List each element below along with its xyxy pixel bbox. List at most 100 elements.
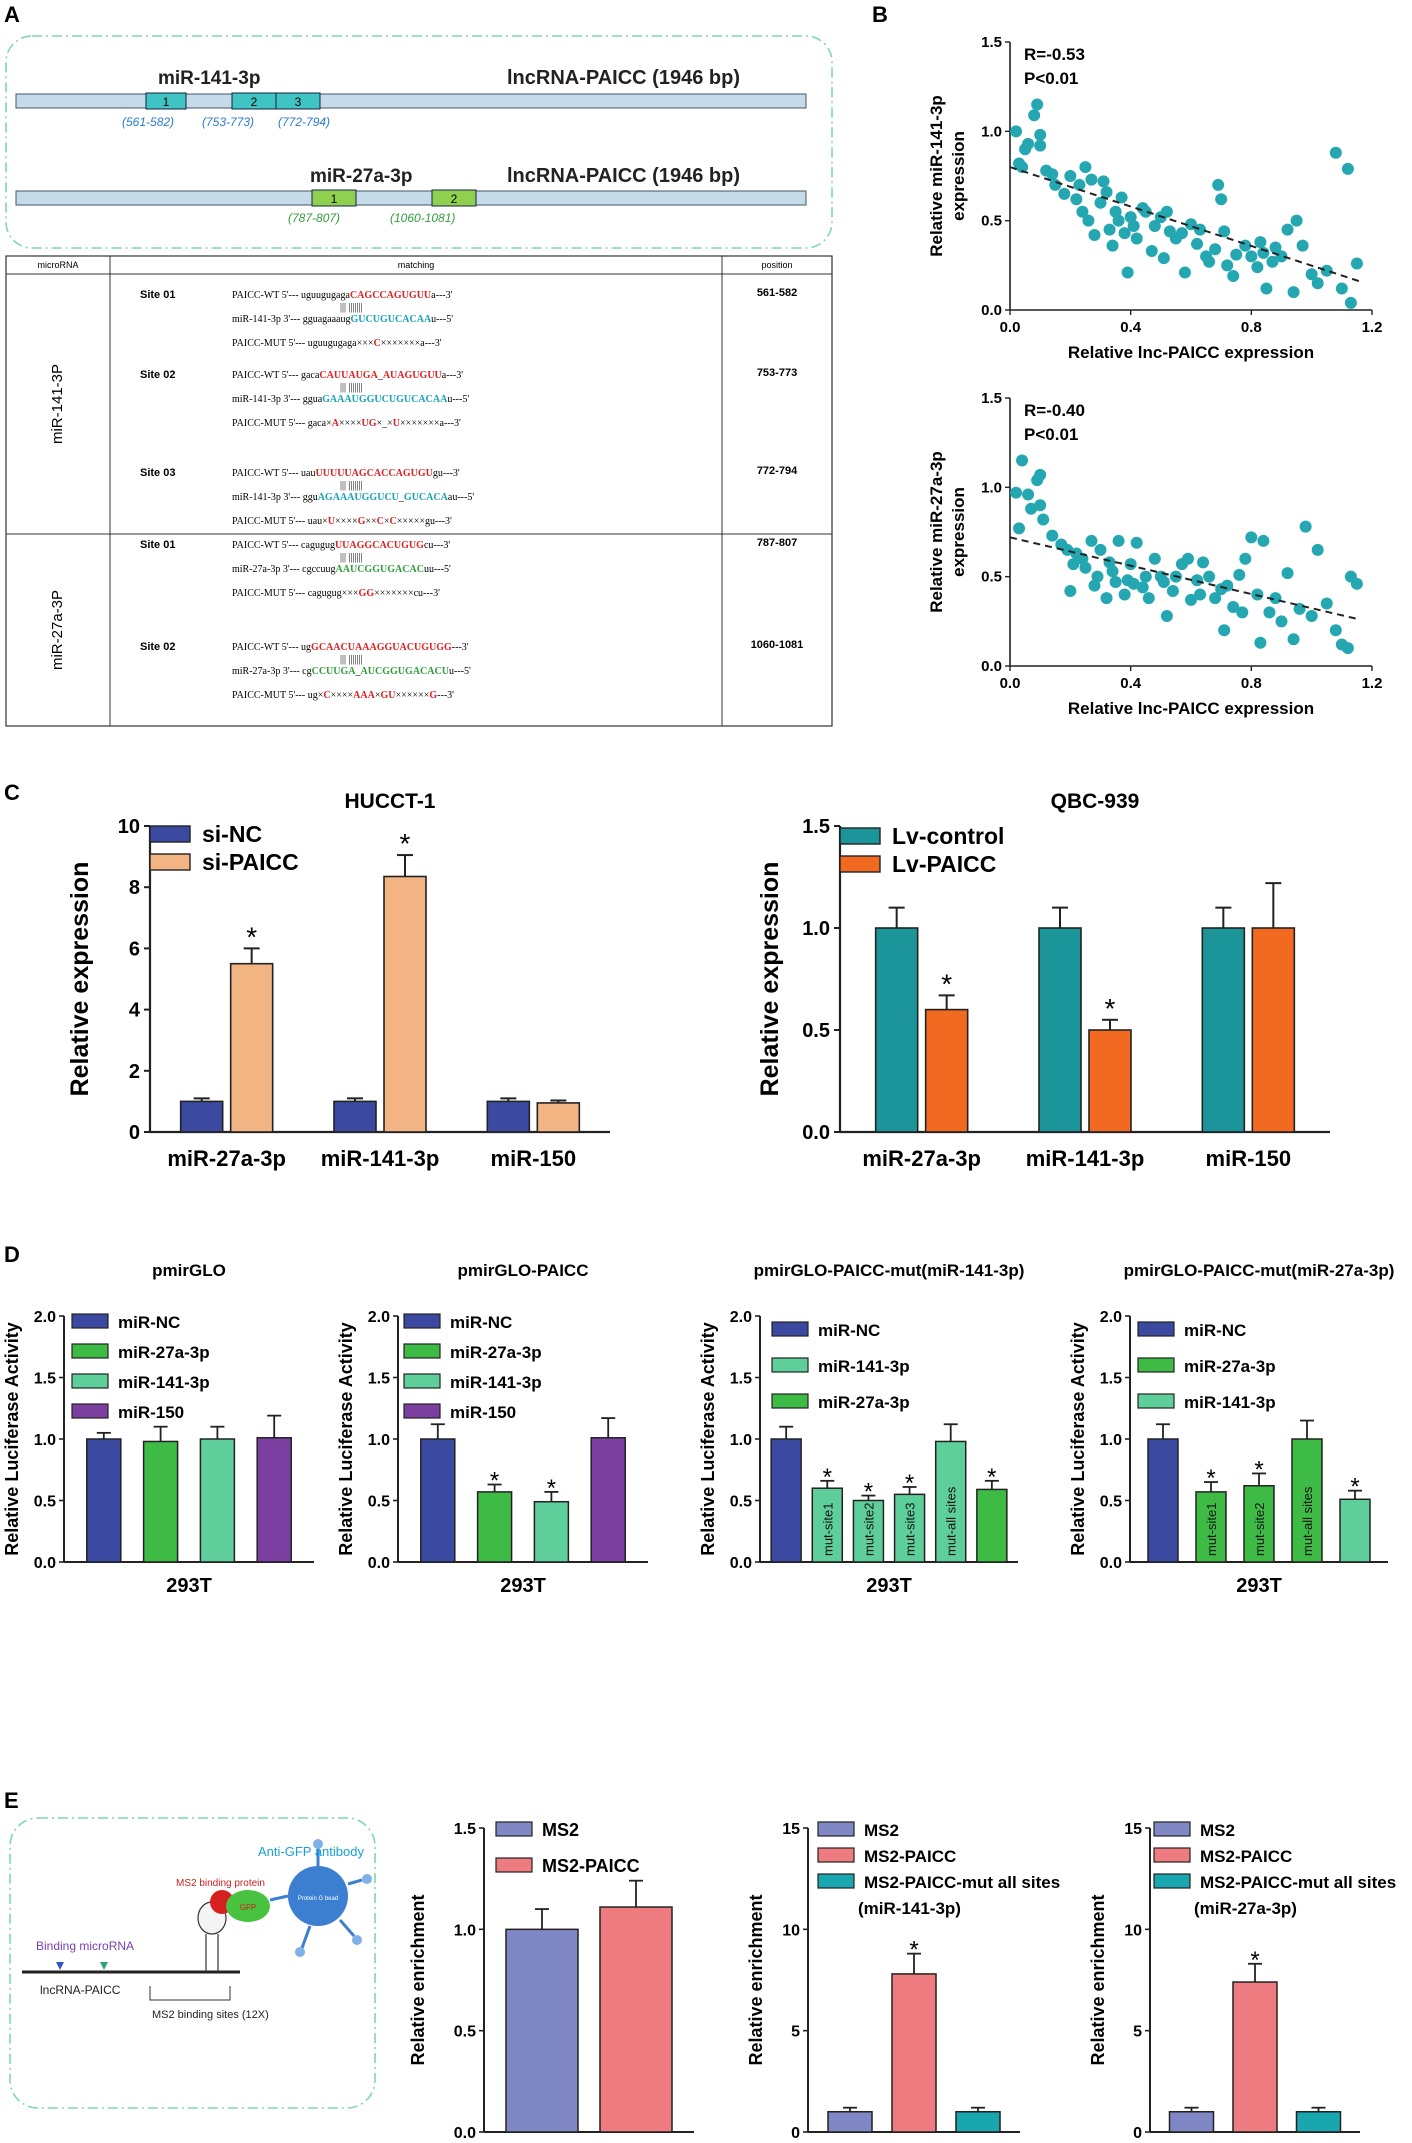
legend-label: Lv-control [892, 823, 1004, 849]
scatter-point [1209, 592, 1222, 605]
legend-label: miR-NC [818, 1321, 880, 1340]
scatter-point [1157, 252, 1170, 265]
y-tick-label: 1.5 [981, 34, 1002, 51]
scatter-point [1335, 282, 1348, 295]
x-tick-label: 0.0 [1000, 319, 1021, 336]
x-axis-label: Relative lnc-PAICC expression [1068, 343, 1314, 362]
y-tick-label: 0 [791, 2125, 800, 2138]
scatter-point [1320, 597, 1333, 610]
scatter-point [1257, 246, 1270, 259]
legend-label: miR-141-3p [118, 1373, 210, 1392]
bead-label: Protein G bead [298, 1896, 338, 1902]
scatter-point [1166, 584, 1179, 597]
x-tick-label: 0.0 [1000, 675, 1021, 692]
scatter-point [1118, 588, 1131, 601]
y-tick-label: 1.5 [368, 1371, 390, 1388]
scatter-point [1028, 109, 1041, 122]
panel-e-diagram: Binding microRNA lncRNA-PAICC MS2 bindin… [9, 1817, 376, 2109]
legend-swatch [1137, 1393, 1175, 1409]
scatter-point [1034, 128, 1047, 141]
binding-mirna-marker-2 [100, 1962, 108, 1970]
scatter-point [1088, 228, 1101, 241]
bar [1168, 2110, 1215, 2133]
scatter-point [1085, 173, 1098, 186]
bar [1295, 2110, 1342, 2133]
y-axis-label: Relative enrichment [1088, 1894, 1108, 2065]
lncrna-label: lncRNA-PAICC [40, 1983, 121, 1997]
legend-label: MS2-PAICC-mut all sites [1200, 1873, 1396, 1892]
y-tick-label: 1.0 [802, 918, 830, 940]
scatter-point [1227, 270, 1240, 283]
scatter-point [1254, 636, 1267, 649]
legend-label: (miR-27a-3p) [1194, 1899, 1297, 1918]
lncrna-strip-2 [15, 190, 807, 206]
legend-label: si-PAICC [202, 849, 299, 875]
scatter-point [1106, 239, 1119, 252]
y-axis-label: Relative miR-141-3p expression [927, 95, 968, 257]
legend-swatch [839, 827, 881, 845]
scatter-point [1269, 592, 1282, 605]
legend-label: MS2-PAICC [542, 1856, 640, 1876]
pairing-ticks: ||| ||||||| [340, 480, 363, 491]
significance-star: * [490, 1468, 499, 1495]
category-label: miR-150 [491, 1146, 577, 1171]
legend-swatch [1153, 1847, 1191, 1863]
legend-label: MS2-PAICC [864, 1847, 956, 1866]
panel-label-b: B [872, 2, 888, 27]
site-position: 772-794 [757, 465, 798, 477]
bar [1201, 927, 1246, 1133]
chart-title: pmirGLO [152, 1261, 226, 1280]
scatter-point [1197, 556, 1210, 569]
trend-line [1009, 166, 1361, 283]
bar [827, 2110, 873, 2133]
y-tick-label: 1.0 [454, 1922, 476, 1939]
scatter-point [1245, 531, 1258, 544]
legend-swatch [1137, 1357, 1175, 1373]
scatter-point [1046, 529, 1059, 542]
y-tick-label: 5 [791, 2024, 800, 2041]
pairing-ticks: ||| ||||||| [340, 552, 363, 563]
y-axis-label: Relative Luciferase Activity [1068, 1322, 1088, 1555]
y-tick-label: 0 [129, 1122, 140, 1144]
site-position: 787-807 [757, 537, 797, 549]
significance-star: * [864, 1479, 873, 1506]
diagram2-pos-1: (787-807) [288, 211, 340, 225]
scatter-point [1115, 191, 1128, 204]
scatter-point [1085, 534, 1098, 547]
site-label: Site 01 [140, 539, 175, 551]
legend-swatch [1153, 1873, 1191, 1889]
category-label: miR-27a-3p [862, 1146, 981, 1171]
bar [486, 1100, 531, 1133]
bar [955, 2110, 1001, 2133]
panel-a-table: microRNA matching position miR-141-3P mi… [5, 255, 833, 727]
bar [1339, 1498, 1371, 1563]
sequence-row: PAICC-WT 5'--- uauUUUUUAGCACCAGUGUgu---3… [232, 468, 460, 479]
scatter-point [1130, 232, 1143, 245]
legend-label: miR-150 [118, 1403, 184, 1422]
y-tick-label: 0.0 [802, 1122, 830, 1144]
y-axis-label: Relative expression [756, 862, 784, 1097]
legend-swatch [149, 825, 191, 843]
ms2-sites-label: MS2 binding sites (12X) [152, 2009, 269, 2021]
site-position: 753-773 [757, 367, 797, 379]
y-tick-label: 0.5 [34, 1494, 56, 1511]
bar-inner-label: mut-all sites [1300, 1486, 1315, 1556]
legend-label: miR-27a-3p [818, 1393, 910, 1412]
bar [590, 1437, 626, 1563]
sequence-row: PAICC-MUT 5'--- cagugug×××GG×××××××cu---… [232, 588, 440, 599]
scatter-point [1067, 558, 1080, 571]
legend-swatch [817, 1821, 855, 1837]
y-tick-label: 1.5 [454, 1821, 476, 1838]
scatter-point [1112, 534, 1125, 547]
legend-label: MS2 [542, 1820, 579, 1840]
y-tick-label: 10 [118, 816, 140, 838]
scatter-point [1341, 642, 1354, 655]
legend-label: miR-150 [450, 1403, 516, 1422]
scatter-point [1350, 257, 1363, 270]
significance-star: * [905, 1470, 914, 1497]
scatter-point [1236, 606, 1249, 619]
y-tick-label: 0.5 [802, 1020, 830, 1042]
panel-label-e: E [4, 1788, 19, 1813]
x-axis-label: 293T [500, 1575, 546, 1597]
chart-title: pmirGLO-PAICC-mut(miR-27a-3p) [1124, 1261, 1395, 1280]
